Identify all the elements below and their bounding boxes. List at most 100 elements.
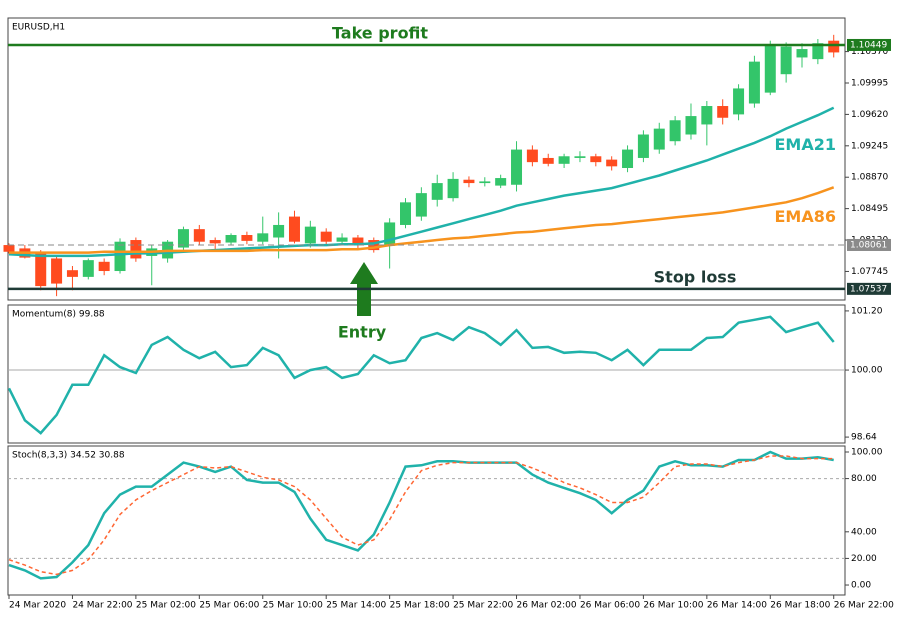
y-tick-label: 1.09245 [851,141,888,151]
candle-body [669,120,681,142]
x-tick-label: 24 Mar 2020 [9,601,66,611]
candle-body [447,178,459,199]
candle-body [304,226,316,244]
candle-body [114,241,126,272]
level-label: 1.08061 [850,240,887,250]
x-tick-label: 25 Mar 22:00 [453,601,513,611]
y-tick-label: 20.00 [851,554,877,564]
candle-body [479,181,491,184]
y-tick-label: 0.00 [851,581,871,591]
x-tick-label: 26 Mar 18:00 [770,601,830,611]
stoch-panel [7,445,846,596]
level-label: 1.10449 [850,40,887,50]
candle-body [66,270,78,277]
indicator-line [8,455,834,576]
candle-body [828,40,840,53]
candle-body [463,179,475,184]
y-tick-label: 1.07745 [851,267,888,277]
indicator-line [8,450,834,580]
ema-line [9,186,835,254]
candle-body [574,156,586,158]
candle-body [320,231,332,242]
x-tick-label: 26 Mar 02:00 [517,601,577,611]
panel-title: EURUSD,H1 [12,23,65,33]
x-tick-label: 25 Mar 02:00 [136,601,196,611]
x-tick-label: 26 Mar 06:00 [580,601,640,611]
y-tick-label: 1.10370 [851,47,888,57]
ema-line [8,106,835,258]
candle-body [209,240,221,244]
x-tick-label: 26 Mar 14:00 [707,601,767,611]
candle-body [511,149,523,185]
candle-body [701,106,713,125]
candle-body [780,46,792,75]
level-text: Stop loss [654,267,737,286]
ema-label: EMA21 [775,135,837,154]
y-tick-label: 98.64 [851,433,877,443]
entry-label: Entry [338,323,387,342]
candle-body [526,149,538,163]
candle-body [796,49,808,58]
candle-body [130,240,142,259]
ema-label: EMA86 [775,207,837,226]
candle-body [495,178,507,186]
y-tick-label: 1.09620 [851,110,888,120]
candle-body [685,116,697,135]
x-tick-label: 26 Mar 10:00 [643,601,703,611]
y-tick-label: 40.00 [851,527,877,537]
candle-body [431,183,443,200]
x-tick-label: 26 Mar 22:00 [834,601,894,611]
y-tick-label: 1.08495 [851,204,888,214]
x-tick-label: 25 Mar 18:00 [390,601,450,611]
candle-body [35,252,47,287]
candle-body [733,88,745,115]
candle-body [542,157,554,164]
indicator-line [7,315,835,435]
x-tick-label: 25 Mar 14:00 [326,601,386,611]
candle-body [257,233,269,242]
candle-body [98,261,110,272]
candle-body [764,44,776,93]
candle-body [558,156,570,164]
x-tick-label: 25 Mar 06:00 [199,601,259,611]
candle-body [637,134,649,158]
candle-body [3,245,15,252]
y-tick-label: 1.09995 [851,78,888,88]
candle-body [606,159,618,167]
candle-body [51,258,63,284]
level-text: Take profit [332,23,428,42]
panel-title: Stoch(8,3,3) 34.52 30.88 [12,451,125,461]
candle-body [400,202,411,225]
level-label-box [847,38,891,51]
panel-title: Momentum(8) 99.88 [12,310,105,320]
candle-body [82,260,94,277]
candle-body [336,237,348,242]
candle-body [748,61,760,104]
level-label: 1.07537 [850,284,887,294]
level-label-box [847,282,891,295]
candle-body [225,235,237,243]
y-tick-label: 100.00 [851,447,883,457]
candle-body [717,106,729,118]
candle-body [288,216,300,242]
candle-body [415,193,427,217]
candle-body [352,237,364,246]
y-tick-label: 100.00 [851,366,883,376]
y-tick-label: 80.00 [851,474,877,484]
candle-body [812,43,824,60]
candle-body [590,156,602,163]
candle-body [193,229,205,242]
level-label-box [847,238,891,251]
candle-body [241,235,253,241]
candle-body [177,229,189,248]
candle-body [622,149,634,169]
y-tick-label: 1.08870 [851,173,888,183]
y-tick-label: 101.20 [851,306,883,316]
candle-body [273,224,285,238]
candle-body [384,222,396,246]
main-panel [7,17,846,301]
candle-body [653,128,665,150]
momentum-panel [7,304,846,444]
